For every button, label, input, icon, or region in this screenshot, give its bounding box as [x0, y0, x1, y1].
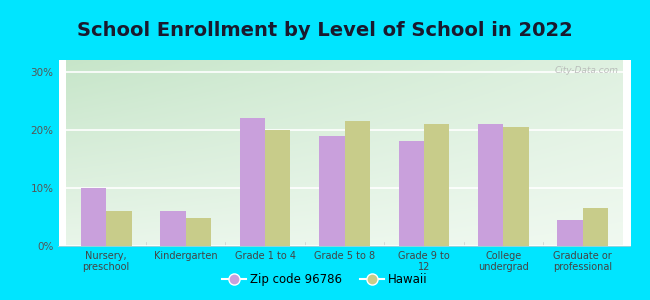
Bar — [398, 141, 424, 246]
Bar — [583, 208, 608, 246]
Text: City-Data.com: City-Data.com — [555, 66, 619, 75]
Bar — [424, 124, 449, 246]
Bar — [240, 118, 265, 246]
Text: School Enrollment by Level of School in 2022: School Enrollment by Level of School in … — [77, 21, 573, 40]
Bar — [81, 188, 106, 246]
Bar — [265, 130, 291, 246]
Bar — [503, 127, 529, 246]
Bar — [106, 211, 131, 246]
Bar — [160, 211, 186, 246]
Bar — [344, 121, 370, 246]
Bar — [478, 124, 503, 246]
Bar — [319, 136, 344, 246]
Bar — [186, 218, 211, 246]
Bar — [558, 220, 583, 246]
Legend: Zip code 96786, Hawaii: Zip code 96786, Hawaii — [217, 269, 433, 291]
